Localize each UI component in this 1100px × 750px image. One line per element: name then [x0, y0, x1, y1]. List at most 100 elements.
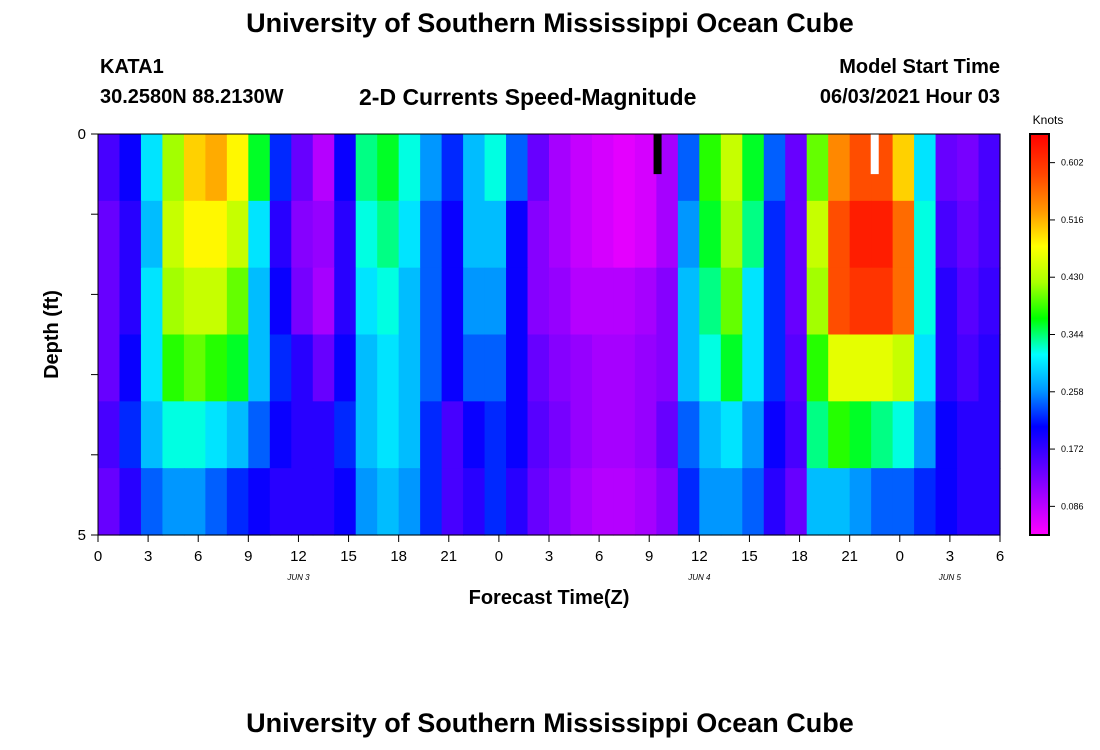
heatmap-cell	[699, 134, 722, 202]
heatmap-cell	[677, 468, 700, 536]
heatmap-cell	[484, 267, 507, 336]
heatmap-cell	[849, 334, 872, 402]
heatmap-cell	[269, 200, 292, 269]
heatmap-cell	[677, 401, 700, 469]
heatmap-cell	[334, 334, 357, 402]
heatmap-cell	[656, 401, 679, 469]
heatmap-cell	[98, 200, 121, 269]
heatmap-cell	[162, 134, 185, 202]
colorbar-tick-label: 0.602	[1061, 158, 1084, 168]
heatmap-cell	[720, 267, 743, 336]
heatmap-cell	[677, 334, 700, 402]
heatmap-cell	[205, 267, 228, 336]
x-tick-label: 0	[896, 548, 904, 565]
heatmap-cell	[183, 401, 206, 469]
heatmap-cell	[269, 401, 292, 469]
heatmap-cell	[377, 267, 400, 336]
heatmap-cell	[140, 334, 164, 402]
heatmap-cell	[377, 468, 400, 536]
heatmap-cell	[978, 468, 1001, 536]
heatmap-cell	[892, 401, 915, 469]
heatmap-cell	[828, 267, 851, 336]
heatmap-cell	[957, 468, 980, 536]
heatmap-cell	[634, 134, 657, 202]
heatmap-cell	[248, 134, 271, 202]
heatmap-cell	[377, 134, 400, 202]
heatmap-cell	[140, 468, 164, 536]
heatmap-cell	[248, 468, 271, 536]
heatmap-cell	[312, 334, 335, 402]
heatmap-cell	[183, 267, 206, 336]
heatmap-cell	[484, 134, 507, 202]
heatmap-cell	[935, 267, 958, 336]
heatmap-cell	[420, 401, 443, 469]
heatmap-cell	[506, 267, 529, 336]
date-label: JUN 4	[687, 573, 711, 582]
x-tick-label: 6	[595, 548, 603, 565]
heatmap-cell	[591, 134, 615, 202]
heatmap-cell	[355, 200, 378, 269]
heatmap-cell	[978, 200, 1001, 269]
heatmap-cell	[140, 267, 164, 336]
heatmap-cell	[591, 200, 615, 269]
heatmap-cell	[334, 200, 357, 269]
heatmap-cell	[441, 267, 464, 336]
heatmap-cell	[849, 401, 872, 469]
heatmap-cell	[355, 468, 378, 536]
x-tick-label: 6	[194, 548, 202, 565]
heatmap-cell	[398, 200, 421, 269]
heatmap-cell	[162, 267, 185, 336]
heatmap-cell	[549, 334, 572, 402]
heatmap-cell	[269, 134, 292, 202]
x-axis: 0 3 6 9 12 15 18 21 0 3 6 9 12 15 18 21 0 3 6 JUN 3 JUN 4 JUN…	[94, 535, 1004, 582]
heatmap-cell	[98, 267, 121, 336]
station-coordinates: 30.2580N 88.2130W	[100, 86, 284, 108]
heatmap-cell	[183, 200, 206, 269]
heatmap-cell	[334, 267, 357, 336]
colorbar-tick-label: 0.344	[1061, 330, 1084, 340]
heatmap-cell	[806, 200, 829, 269]
x-tick-label: 3	[545, 548, 553, 565]
heatmap-cell	[377, 334, 400, 402]
heatmap-cell	[892, 267, 915, 336]
x-tick-label: 0	[495, 548, 503, 565]
heatmap-cell	[549, 468, 572, 536]
heatmap-cell	[484, 334, 507, 402]
heatmap-cell	[549, 267, 572, 336]
heatmap-cell	[355, 334, 378, 402]
heatmap-cell	[613, 468, 636, 536]
heatmap-cell	[978, 134, 1001, 202]
heatmap-cell	[591, 401, 615, 469]
heatmap-cell	[549, 134, 572, 202]
heatmap-cell	[720, 200, 743, 269]
heatmap-cell	[677, 267, 700, 336]
heatmap-cell	[828, 334, 851, 402]
x-tick-label: 3	[946, 548, 954, 565]
heatmap-cell	[914, 200, 937, 269]
heatmap-cell	[634, 468, 657, 536]
heatmap-cell	[957, 134, 980, 202]
heatmap-cell	[763, 468, 786, 536]
heatmap-cell	[441, 200, 464, 269]
heatmap-cell	[785, 401, 808, 469]
heatmap-cell	[140, 200, 164, 269]
x-tick-label: 15	[741, 548, 758, 565]
heatmap-cell	[720, 134, 743, 202]
heatmap-cell	[420, 200, 443, 269]
heatmap-cell	[699, 468, 722, 536]
x-tick-label: 21	[440, 548, 457, 565]
heatmap-cell	[957, 334, 980, 402]
heatmap-cell	[334, 134, 357, 202]
marker-group	[653, 134, 879, 175]
heatmap-cell	[527, 134, 550, 202]
heatmap-cell	[98, 134, 121, 202]
x-tick-label: 12	[691, 548, 708, 565]
heatmap-cell	[463, 134, 486, 202]
heatmap-cell	[613, 267, 636, 336]
heatmap-cell	[656, 134, 679, 202]
heatmap-cell	[957, 200, 980, 269]
colorbar-tick-label: 0.516	[1061, 215, 1084, 225]
heatmap-cell	[892, 200, 915, 269]
heatmap-cell	[506, 334, 529, 402]
heatmap-cell	[828, 468, 851, 536]
